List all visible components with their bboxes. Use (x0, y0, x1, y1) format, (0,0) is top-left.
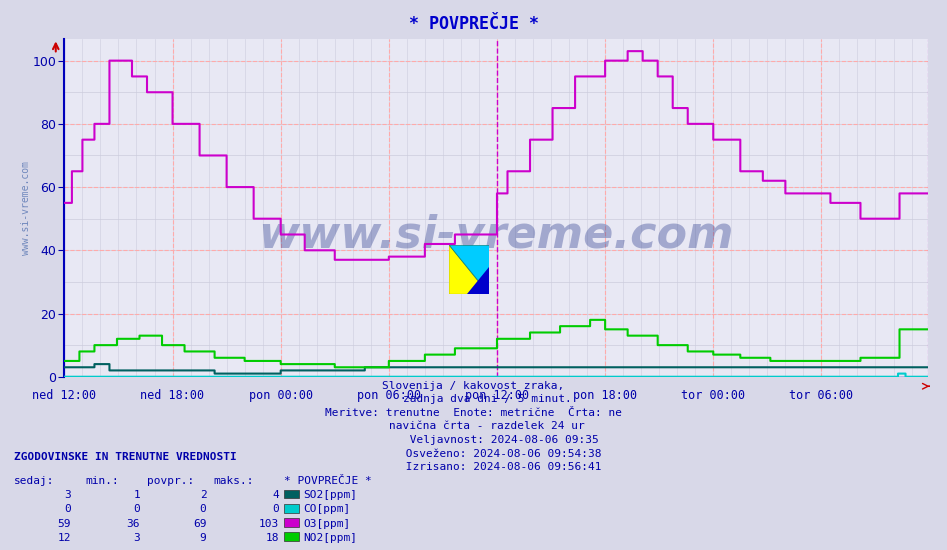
Text: sedaj:: sedaj: (14, 476, 55, 486)
Text: 36: 36 (127, 519, 140, 529)
Text: 0: 0 (64, 504, 71, 514)
Text: 4: 4 (273, 490, 279, 500)
Text: * POVPREČJE *: * POVPREČJE * (408, 15, 539, 34)
Text: 69: 69 (193, 519, 206, 529)
Text: 18: 18 (266, 533, 279, 543)
Text: tor 00:00: tor 00:00 (681, 389, 745, 402)
Text: ned 18:00: ned 18:00 (140, 389, 205, 402)
Text: CO[ppm]: CO[ppm] (303, 504, 350, 514)
Text: SO2[ppm]: SO2[ppm] (303, 490, 357, 500)
Text: maks.:: maks.: (213, 476, 254, 486)
Text: 1: 1 (134, 490, 140, 500)
Text: www.si-vreme.com: www.si-vreme.com (21, 161, 30, 255)
Polygon shape (467, 267, 489, 294)
Text: ZGODOVINSKE IN TRENUTNE VREDNOSTI: ZGODOVINSKE IN TRENUTNE VREDNOSTI (14, 452, 237, 462)
Text: Slovenija / kakovost zraka,
    zadnja dva dni / 5 minut.
Meritve: trenutne  Eno: Slovenija / kakovost zraka, zadnja dva d… (325, 381, 622, 472)
Polygon shape (449, 245, 489, 294)
Text: ned 12:00: ned 12:00 (32, 389, 97, 402)
Text: 0: 0 (200, 504, 206, 514)
Text: 0: 0 (273, 504, 279, 514)
Text: pon 18:00: pon 18:00 (573, 389, 637, 402)
Text: 3: 3 (64, 490, 71, 500)
Text: tor 06:00: tor 06:00 (790, 389, 853, 402)
Text: 12: 12 (58, 533, 71, 543)
Text: www.si-vreme.com: www.si-vreme.com (259, 213, 734, 256)
Text: povpr.:: povpr.: (147, 476, 194, 486)
Text: 3: 3 (134, 533, 140, 543)
Text: pon 12:00: pon 12:00 (465, 389, 529, 402)
Text: pon 06:00: pon 06:00 (357, 389, 420, 402)
Text: 9: 9 (200, 533, 206, 543)
Text: min.:: min.: (85, 476, 119, 486)
Text: 103: 103 (259, 519, 279, 529)
Text: 0: 0 (134, 504, 140, 514)
Text: 59: 59 (58, 519, 71, 529)
Text: 2: 2 (200, 490, 206, 500)
Text: NO2[ppm]: NO2[ppm] (303, 533, 357, 543)
Text: O3[ppm]: O3[ppm] (303, 519, 350, 529)
Text: * POVPREČJE *: * POVPREČJE * (284, 476, 372, 486)
Text: pon 00:00: pon 00:00 (249, 389, 313, 402)
Polygon shape (449, 245, 489, 294)
